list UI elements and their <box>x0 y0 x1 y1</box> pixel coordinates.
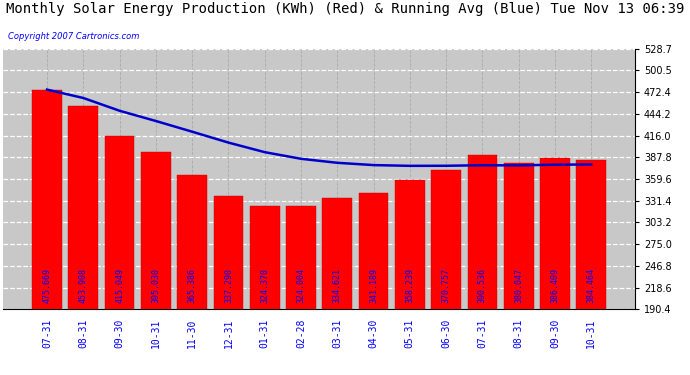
Bar <box>250 206 279 309</box>
Text: 370.757: 370.757 <box>442 268 451 303</box>
Text: 324.004: 324.004 <box>297 268 306 303</box>
Bar <box>540 158 570 309</box>
Text: Copyright 2007 Cartronics.com: Copyright 2007 Cartronics.com <box>8 32 139 41</box>
Text: 390.536: 390.536 <box>478 268 487 303</box>
Bar <box>105 136 135 309</box>
Text: 365.386: 365.386 <box>188 268 197 303</box>
Bar <box>141 152 170 309</box>
Text: 341.189: 341.189 <box>369 268 378 303</box>
Text: 334.621: 334.621 <box>333 268 342 303</box>
Text: 324.370: 324.370 <box>260 268 269 303</box>
Text: 395.030: 395.030 <box>151 268 160 303</box>
Text: 358.239: 358.239 <box>405 268 414 303</box>
Bar <box>431 170 461 309</box>
Bar <box>322 198 352 309</box>
Text: 386.409: 386.409 <box>551 268 560 303</box>
Text: 453.908: 453.908 <box>79 268 88 303</box>
Bar <box>359 193 388 309</box>
Bar <box>576 160 606 309</box>
Text: 415.049: 415.049 <box>115 268 124 303</box>
Bar <box>68 106 98 309</box>
Text: 337.290: 337.290 <box>224 268 233 303</box>
Bar <box>504 163 533 309</box>
Bar <box>32 90 62 309</box>
Bar <box>213 196 244 309</box>
Bar <box>468 155 497 309</box>
Text: 384.464: 384.464 <box>586 268 595 303</box>
Text: 380.047: 380.047 <box>514 268 523 303</box>
Bar <box>395 180 425 309</box>
Text: Monthly Solar Energy Production (KWh) (Red) & Running Avg (Blue) Tue Nov 13 06:3: Monthly Solar Energy Production (KWh) (R… <box>6 2 684 16</box>
Bar <box>177 175 207 309</box>
Bar <box>286 207 316 309</box>
Text: 475.669: 475.669 <box>43 268 52 303</box>
